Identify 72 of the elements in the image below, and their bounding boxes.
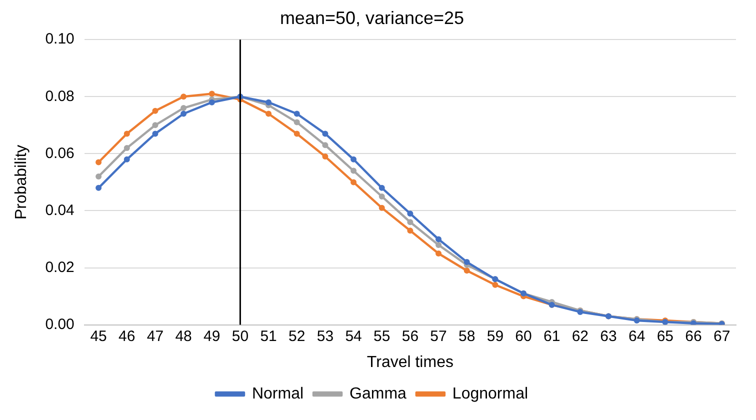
point <box>322 130 328 137</box>
y-tick-label: 0.04 <box>45 202 74 219</box>
chart-title: mean=50, variance=25 <box>280 8 464 28</box>
x-axis-title: Travel times <box>366 354 454 371</box>
x-tick-label: 54 <box>345 328 362 345</box>
x-tick-label: 47 <box>146 328 164 345</box>
point <box>322 154 328 160</box>
x-tick-label: 62 <box>572 328 589 345</box>
x-tick-label: 49 <box>204 328 220 345</box>
point <box>180 110 187 117</box>
point <box>124 130 130 137</box>
point <box>322 142 328 148</box>
point <box>350 156 357 162</box>
point <box>152 122 158 128</box>
y-tick-label: 0.10 <box>45 30 74 48</box>
x-tick-label: 67 <box>713 328 730 345</box>
point <box>124 144 130 151</box>
x-tick-label: 66 <box>685 328 702 345</box>
point <box>96 184 102 191</box>
point <box>407 219 414 226</box>
point <box>180 94 187 100</box>
x-tick-label: 50 <box>232 328 249 345</box>
x-tick-label: 61 <box>544 328 560 345</box>
point <box>350 168 357 174</box>
y-tick-label: 0.02 <box>45 258 74 276</box>
x-tick-label: 56 <box>402 328 419 345</box>
point <box>378 193 385 200</box>
point <box>180 105 187 112</box>
legend-label: Normal <box>252 385 304 402</box>
x-tick-label: 48 <box>175 328 192 345</box>
legend-label: Gamma <box>350 385 407 402</box>
point <box>96 173 102 180</box>
y-axis-title: Probability <box>13 144 30 220</box>
point <box>294 119 300 126</box>
x-tick-label: 63 <box>600 328 617 345</box>
point <box>378 184 385 191</box>
y-tick-label: 0.00 <box>45 316 74 333</box>
y-tick-label: 0.06 <box>45 144 74 162</box>
point <box>208 90 215 97</box>
point <box>464 259 470 266</box>
point <box>436 242 442 248</box>
point <box>436 236 442 242</box>
point <box>464 268 470 274</box>
point <box>294 130 300 137</box>
x-tick-label: 45 <box>90 328 107 345</box>
x-tick-label: 57 <box>430 328 447 345</box>
legend-label: Lognormal <box>452 385 528 402</box>
x-tick-label: 64 <box>628 328 646 345</box>
point <box>407 210 414 217</box>
point <box>266 99 272 106</box>
point <box>294 110 300 117</box>
point <box>350 179 357 186</box>
point <box>266 110 272 117</box>
point <box>378 204 385 211</box>
point <box>124 156 130 162</box>
x-tick-label: 46 <box>118 328 136 345</box>
x-tick-label: 55 <box>374 328 390 345</box>
x-tick-label: 52 <box>288 328 306 345</box>
x-tick-label: 65 <box>656 328 674 345</box>
x-tick-label: 60 <box>515 328 532 345</box>
point <box>208 99 215 106</box>
point <box>407 228 414 234</box>
point <box>152 108 158 114</box>
x-tick-label: 58 <box>458 328 476 345</box>
x-tick-label: 53 <box>316 328 334 345</box>
point <box>492 282 498 288</box>
point <box>96 159 102 166</box>
point <box>436 250 442 256</box>
point <box>152 130 158 137</box>
x-tick-label: 51 <box>260 328 277 345</box>
x-tick-label: 59 <box>486 328 504 345</box>
y-tick-label: 0.08 <box>45 88 74 105</box>
